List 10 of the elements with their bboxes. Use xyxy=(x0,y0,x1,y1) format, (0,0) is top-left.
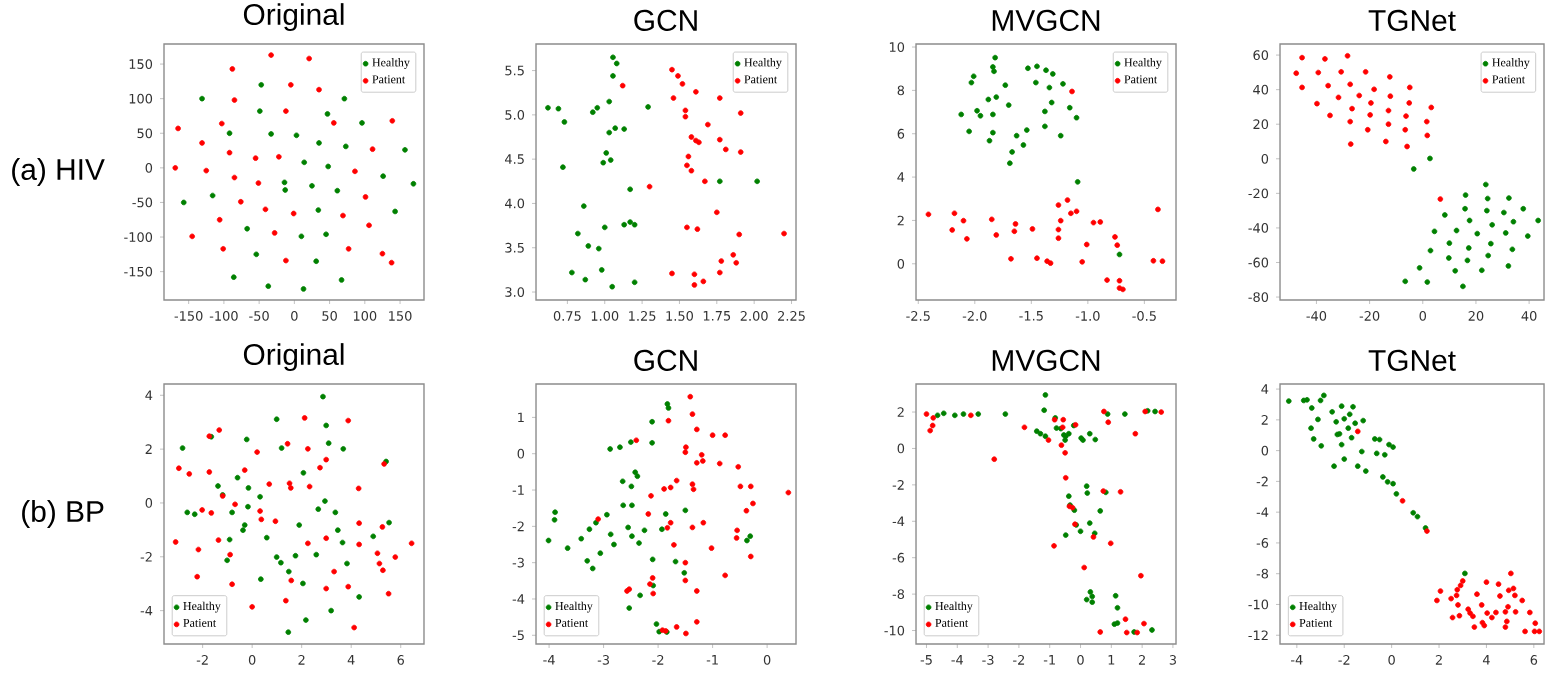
chart-title: Original xyxy=(243,343,344,371)
chart-title: TGNet xyxy=(1368,349,1456,371)
chart-title: GCN xyxy=(634,9,697,31)
y-axis-title: (b) BP xyxy=(22,500,104,528)
chart-title: GCN xyxy=(634,349,697,371)
y-axis-title: (a) HIV xyxy=(12,158,105,186)
chart-title: MVGCN xyxy=(992,9,1100,31)
chart-title: MVGCN xyxy=(992,349,1100,371)
chart-title: TGNet xyxy=(1368,9,1456,32)
chart-title: Original xyxy=(243,3,344,31)
